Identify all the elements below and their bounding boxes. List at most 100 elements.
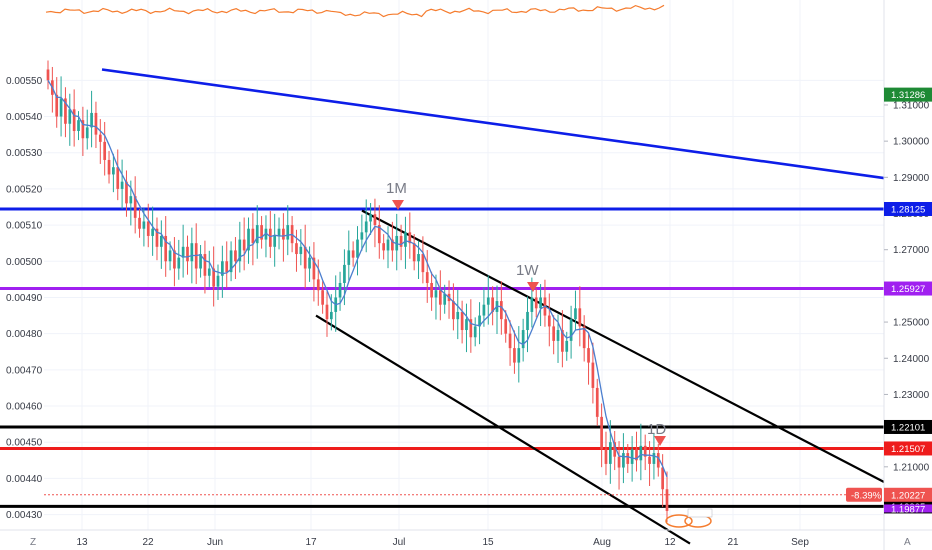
- candle-body: [452, 301, 455, 320]
- candle-body: [46, 69, 50, 81]
- candle-body: [225, 261, 229, 273]
- candle-body: [521, 330, 525, 349]
- auto-scale-button[interactable]: A: [904, 537, 911, 548]
- candle-body: [98, 134, 102, 142]
- candle-body: [469, 319, 473, 338]
- candle-body: [146, 221, 150, 236]
- left-axis-tick: 0.00440: [6, 474, 43, 485]
- candle-body: [517, 348, 521, 363]
- candle-body: [473, 326, 477, 338]
- candle-body: [391, 239, 394, 251]
- left-axis-tick: 0.00490: [6, 293, 43, 304]
- candle-body: [530, 297, 534, 312]
- candle-body: [613, 442, 617, 457]
- candle-body: [308, 257, 311, 269]
- trend-line[interactable]: [101, 68, 885, 180]
- annotation-1m-down-arrow-icon: [392, 200, 404, 210]
- right-axis-tick: 1.30000: [893, 137, 930, 148]
- time-axis[interactable]: 13 22 Jun 17 Jul 15 Aug 12 21 Sep: [76, 537, 809, 548]
- left-axis-tick: 0.00540: [6, 112, 43, 123]
- candle-body: [430, 282, 433, 298]
- candle-body: [133, 196, 137, 218]
- candle-body: [622, 453, 625, 468]
- candle-body: [373, 214, 377, 226]
- oscillator-line: [45, 4, 665, 18]
- candle-body: [55, 94, 59, 117]
- candle-body: [456, 311, 460, 320]
- trend-line[interactable]: [361, 209, 885, 483]
- candle-body: [595, 387, 599, 417]
- candle-body: [212, 268, 215, 287]
- candle-body: [321, 290, 324, 305]
- candle-body: [617, 456, 621, 468]
- candle-body: [408, 232, 412, 244]
- annotation-1d: 1D: [647, 421, 666, 438]
- candle-body: [325, 304, 329, 320]
- level-price-badge: 1.28125: [891, 204, 925, 215]
- candle-body: [369, 214, 372, 222]
- candle-body: [168, 250, 172, 262]
- candle-body: [417, 254, 420, 262]
- candle-body: [112, 167, 115, 175]
- candle-body: [582, 326, 586, 349]
- time-axis-tick: 12: [664, 537, 676, 548]
- candle-body: [316, 279, 320, 291]
- change-pill: -8.39%: [851, 490, 882, 501]
- candle-body: [399, 235, 403, 247]
- candle-body: [661, 467, 664, 490]
- time-axis-tick: 17: [305, 537, 317, 548]
- candle-body: [190, 243, 194, 262]
- event-flag[interactable]: [687, 508, 713, 518]
- candle-body: [329, 311, 333, 320]
- candle-body: [513, 348, 516, 363]
- level-price-badge-bg: [884, 281, 932, 296]
- candle-body: [68, 109, 72, 124]
- candle-body: [251, 228, 255, 244]
- left-axis-tick: 0.00470: [6, 365, 43, 376]
- candle-body: [64, 98, 67, 124]
- candle-body: [260, 225, 263, 240]
- level-price-badge-bg: [884, 201, 932, 216]
- candle-body: [500, 301, 503, 320]
- event-markers[interactable]: [665, 508, 713, 528]
- candle-body: [81, 120, 85, 139]
- candle-body: [247, 228, 250, 251]
- candle-body: [434, 290, 438, 298]
- candle-body: [72, 109, 76, 132]
- right-axis-tick: 1.21000: [893, 462, 930, 473]
- partial-price-badge: 1.19877: [891, 504, 925, 515]
- candle-body: [587, 348, 590, 363]
- candle-body: [264, 228, 268, 240]
- left-axis-tick: 0.00430: [6, 510, 43, 521]
- candle-body: [238, 239, 242, 262]
- right-axis-tick: 1.23000: [893, 390, 930, 401]
- candle-body: [59, 98, 63, 117]
- candle-body: [630, 449, 634, 464]
- candle-body: [421, 254, 425, 273]
- candle-body: [360, 232, 364, 240]
- candle-body: [552, 326, 556, 341]
- candle-body: [438, 290, 442, 305]
- candle-body: [643, 445, 647, 457]
- candle-body: [229, 250, 233, 273]
- annotation-1w: 1W: [516, 262, 539, 279]
- timezone-corner-label[interactable]: Z: [30, 537, 36, 548]
- candle-body: [626, 453, 630, 464]
- trend-line[interactable]: [315, 314, 691, 545]
- candle-body: [116, 167, 120, 189]
- candle-body: [508, 333, 512, 349]
- current-price-badge-bg: [884, 487, 932, 502]
- candle-body: [486, 297, 490, 305]
- candle-body: [635, 449, 638, 461]
- level-price-badge: 1.25927: [891, 284, 925, 295]
- candle-body: [491, 297, 494, 312]
- right-axis-tick: 1.27000: [893, 245, 930, 256]
- current-price-badge: 1.20227: [891, 490, 925, 501]
- level-price-badge: 1.22101: [891, 422, 925, 433]
- event-marker-1[interactable]: [665, 514, 693, 528]
- left-axis-tick: 0.00480: [6, 329, 43, 340]
- candle-body: [177, 257, 181, 269]
- left-axis[interactable]: 0.00550 0.00540 0.00530 0.00520 0.00510 0.005…: [6, 76, 43, 521]
- candle-body: [77, 120, 80, 132]
